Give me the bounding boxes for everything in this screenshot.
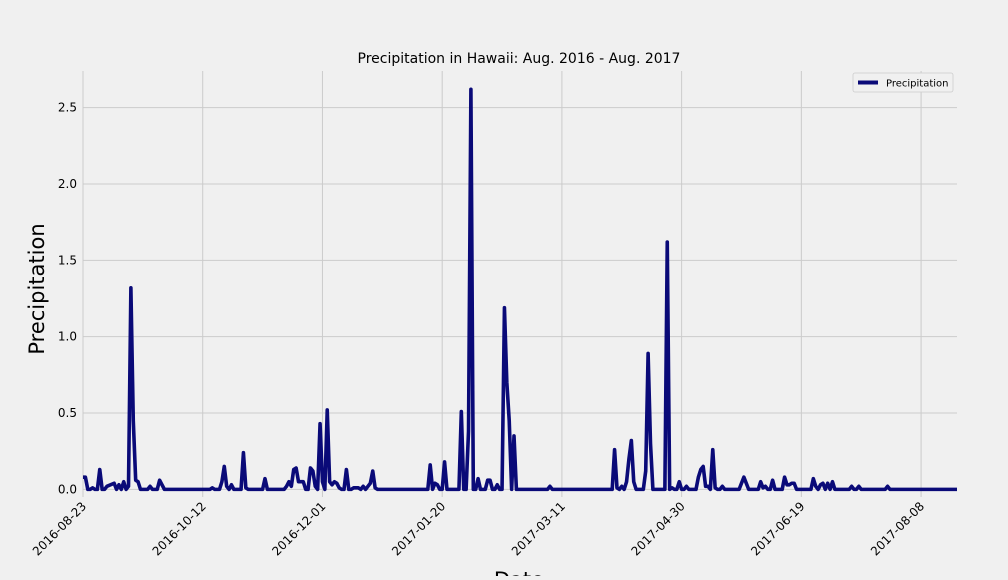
y-tick-label: 1.5	[58, 253, 77, 267]
y-tick-label: 2.0	[58, 177, 77, 191]
x-gridlines	[82, 71, 922, 497]
series-group	[83, 87, 957, 492]
y-tick-label: 0.5	[58, 406, 77, 420]
precipitation-series-line	[83, 87, 957, 492]
legend-label: Precipitation	[886, 79, 949, 90]
y-tick-label: 1.0	[58, 330, 77, 344]
legend: Precipitation	[852, 72, 954, 93]
y-tick-labels: 0.0 0.5 1.0 1.5 2.0 2.5	[58, 101, 77, 497]
y-tick-label: 2.5	[58, 101, 77, 115]
y-tick-label: 0.0	[58, 482, 77, 496]
legend-box	[852, 72, 954, 93]
chart-title: Precipitation in Hawaii: Aug. 2016 - Aug…	[358, 51, 681, 67]
x-axis-label: Date	[494, 568, 544, 576]
y-axis-label: Precipitation	[25, 223, 49, 354]
